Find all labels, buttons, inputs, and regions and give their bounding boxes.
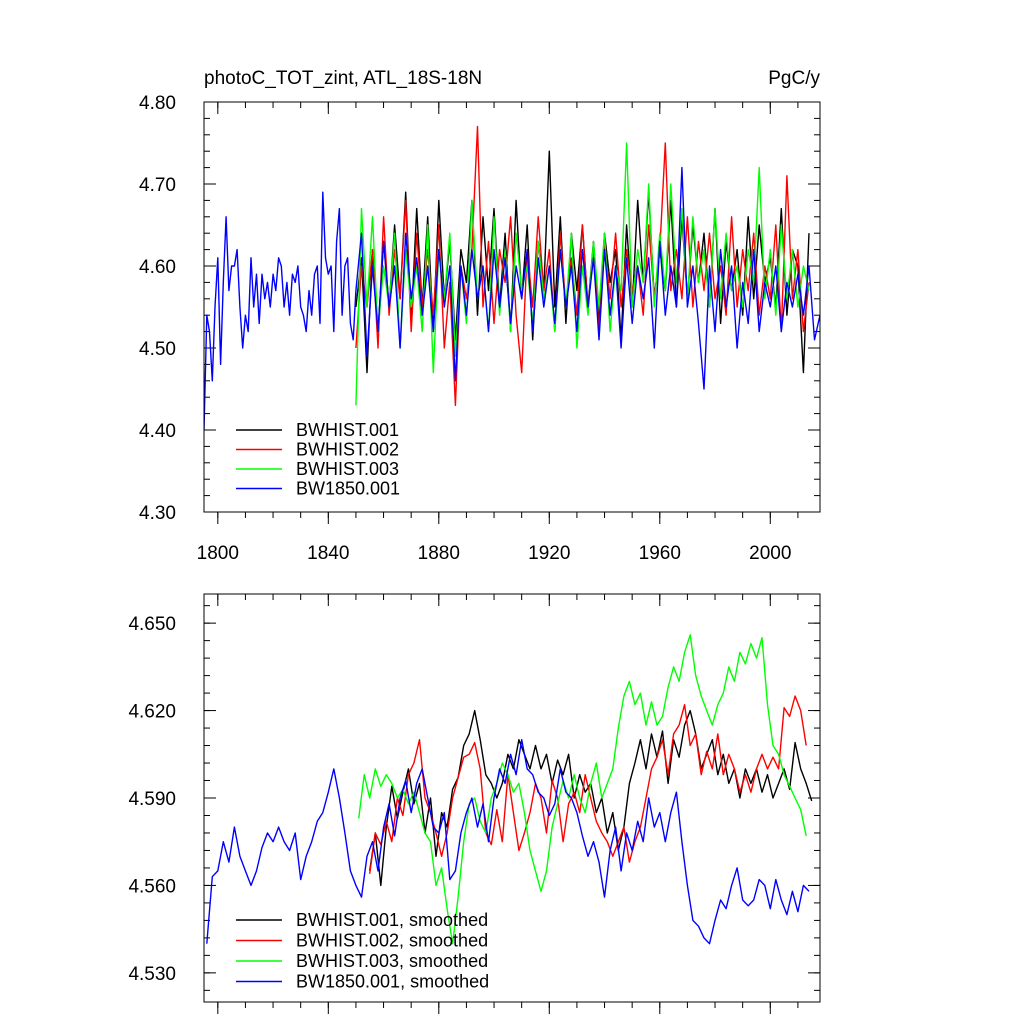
legend-label: BWHIST.002 [296, 440, 399, 460]
y-tick-label: 4.80 [139, 93, 176, 114]
series-line-bwhist-003 [355, 142, 810, 406]
series-line-bwhist-002 [355, 125, 810, 407]
x-tick-label: 2000 [749, 543, 791, 564]
series-line-bwhist-002-smoothed [369, 695, 807, 874]
x-tick-label: 1800 [197, 543, 239, 564]
legend-label: BWHIST.002, smoothed [296, 931, 488, 951]
y-tick-label: 4.30 [139, 503, 176, 524]
y-tick-label: 4.560 [128, 876, 176, 897]
x-tick-label: 1920 [528, 543, 570, 564]
legend-label: BWHIST.003, smoothed [296, 951, 488, 971]
top-panel-title: photoC_TOT_zint, ATL_18S-18N [204, 68, 482, 89]
bottom-panel-axes: 4.530 4.560 4.590 4.620 4.650 [128, 594, 820, 1014]
y-tick-label: 4.70 [139, 175, 176, 196]
x-tick-label: 1880 [418, 543, 460, 564]
series-line-bwhist-003-smoothed [358, 634, 807, 945]
y-tick-label: 4.590 [128, 789, 176, 810]
bottom-panel-series [206, 634, 813, 945]
y-tick-label: 4.40 [139, 421, 176, 442]
y-tick-label: 4.650 [128, 614, 176, 635]
x-tick-label: 1840 [307, 543, 349, 564]
x-tick-label: 1960 [639, 543, 681, 564]
top-panel-frame [203, 101, 821, 513]
legend-label: BW1850.001, smoothed [296, 972, 489, 992]
legend-label: BWHIST.003 [296, 459, 399, 479]
top-panel-series [204, 125, 820, 431]
top-panel-axes: 4.30 4.40 4.50 4.60 4.70 4.80 1800 1840 1880 1920… [139, 93, 820, 564]
bottom-panel: 4.530 4.560 4.590 4.620 4.650 BWHIST.001, sm… [128, 593, 821, 1014]
y-tick-label: 4.530 [128, 964, 176, 985]
bottom-panel-frame [203, 593, 821, 1003]
legend-label: BW1850.001 [296, 479, 400, 499]
y-tick-label: 4.60 [139, 257, 176, 278]
y-tick-label: 4.50 [139, 339, 176, 360]
top-panel: photoC_TOT_zint, ATL_18S-18N PgC/y 4.304… [139, 68, 821, 564]
top-panel-units: PgC/y [768, 68, 820, 89]
legend-label: BWHIST.001, smoothed [296, 910, 488, 930]
series-line-bw1850-001 [204, 166, 820, 431]
y-tick-label: 4.620 [128, 702, 176, 723]
series-line-bw1850-001-smoothed [206, 739, 810, 945]
legend-label: BWHIST.001 [296, 420, 399, 440]
